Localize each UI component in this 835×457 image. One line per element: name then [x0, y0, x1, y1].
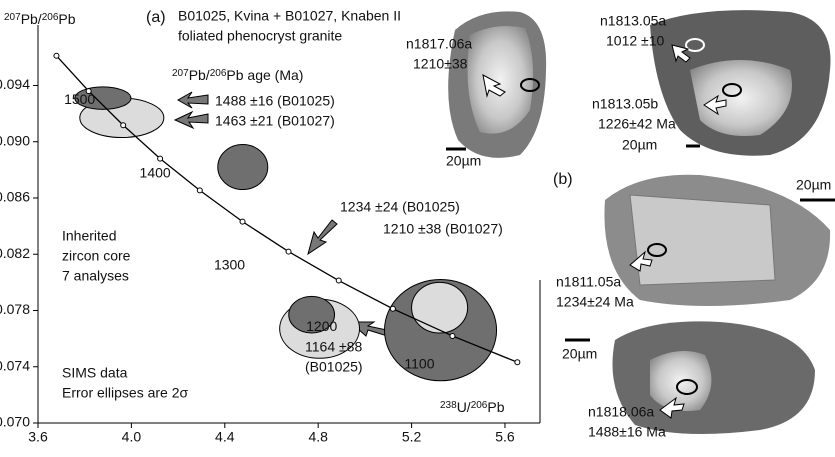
y-axis-label-part: 207 [4, 12, 21, 23]
annotation: zircon core [62, 248, 131, 264]
x-axis-label-part: 206 [471, 400, 488, 411]
age-label: 1300 [214, 256, 245, 272]
image-label: 20µm [446, 153, 481, 169]
x-axis-label-part: 238 [440, 400, 457, 411]
x-axis-label: 238U/206Pb [440, 399, 505, 415]
age-label: 1100 [404, 356, 434, 372]
x-tick-label: 4.4 [215, 429, 235, 445]
image-label: 20µm [796, 177, 831, 193]
annotation: 1234 ±24 (B01025) [340, 199, 460, 215]
panel-label: (b) [553, 171, 573, 188]
image-label: 1234±24 Ma [556, 294, 634, 310]
age-marker [286, 249, 291, 254]
page: {"chart_data": {"type": "concordia", "pa… [0, 0, 835, 457]
image-label: 1488±16 Ma [588, 424, 666, 440]
age-marker [197, 188, 202, 193]
image-label: 1210±38 [413, 56, 468, 72]
age-title-part: Pb/ [189, 67, 210, 83]
chart-subtitle: foliated phenocryst granite [178, 28, 342, 44]
x-axis-label-part: U/ [457, 399, 471, 415]
y-tick-label: 0.078 [0, 301, 30, 317]
age-label: 1500 [64, 91, 95, 107]
y-axis-label-part: Pb/ [21, 11, 42, 27]
age-marker [515, 360, 520, 365]
age-title: 207Pb/206Pb age (Ma) [172, 67, 303, 83]
age-marker [240, 219, 245, 224]
age-title-part: 207 [172, 68, 189, 79]
image-label: 20µm [622, 137, 657, 153]
annotation: Error ellipses are 2σ [62, 385, 188, 401]
image-label: n1817.06a [406, 36, 472, 52]
x-tick-label: 5.6 [495, 429, 515, 445]
age-marker [450, 333, 455, 338]
x-tick-label: 3.6 [28, 429, 48, 445]
annotation: 7 analyses [62, 268, 129, 284]
y-tick-label: 0.090 [0, 132, 30, 148]
zircon-3-core [630, 195, 775, 285]
image-label: n1811.05a [556, 274, 621, 290]
x-tick-label: 4.8 [308, 429, 328, 445]
figure: 0.070 0.074 0.078 0.082 0.086 0.090 0.094 3.6 4.… [0, 0, 835, 457]
image-label: n1813.05a [600, 13, 666, 29]
image-label: 20µm [562, 346, 597, 362]
y-tick-label: 0.086 [0, 189, 30, 205]
annotation: 1488 ±16 (B01025) [215, 93, 335, 109]
x-tick-label: 5.2 [402, 429, 422, 445]
age-label: 1400 [140, 164, 171, 180]
panel-label: (a) [146, 9, 166, 26]
y-axis-label-part: 206 [42, 12, 59, 23]
annotation: Inherited [62, 228, 116, 244]
y-axis-label-part: Pb [58, 11, 75, 27]
error-ellipse [412, 282, 468, 333]
image-label: n1813.05b [592, 96, 658, 112]
age-title-part: Pb age (Ma) [226, 67, 303, 83]
age-marker [121, 123, 126, 128]
annotation: SIMS data [62, 365, 128, 381]
annotation: (B01025) [305, 359, 363, 375]
age-marker [54, 53, 59, 58]
x-axis-label-part: Pb [487, 399, 504, 415]
annotation: 1164 ±88 [305, 339, 362, 355]
x-tick-label: 4.0 [122, 429, 142, 445]
age-marker [336, 278, 341, 283]
age-marker [390, 306, 395, 311]
y-tick-label: 0.094 [0, 76, 30, 92]
y-axis-label: 207Pb/206Pb [4, 11, 76, 27]
image-label: 1012 ±10 [606, 33, 665, 49]
image-label: 1226±42 Ma [598, 116, 676, 132]
age-marker [158, 156, 163, 161]
y-tick-label: 0.074 [0, 357, 30, 373]
age-label: 1200 [306, 318, 337, 334]
y-tick-label: 0.082 [0, 245, 30, 261]
image-label: n1818.06a [588, 404, 654, 420]
y-tick-label: 0.070 [0, 414, 30, 430]
annotation: 1463 ±21 (B01027) [215, 113, 335, 129]
age-title-part: 206 [210, 68, 227, 79]
annotation: 1210 ±38 (B01027) [383, 221, 503, 237]
chart-title: B01025, Kvina + B01027, Knaben II [178, 8, 401, 24]
error-ellipse [218, 145, 268, 190]
chart-arrows [175, 92, 396, 338]
